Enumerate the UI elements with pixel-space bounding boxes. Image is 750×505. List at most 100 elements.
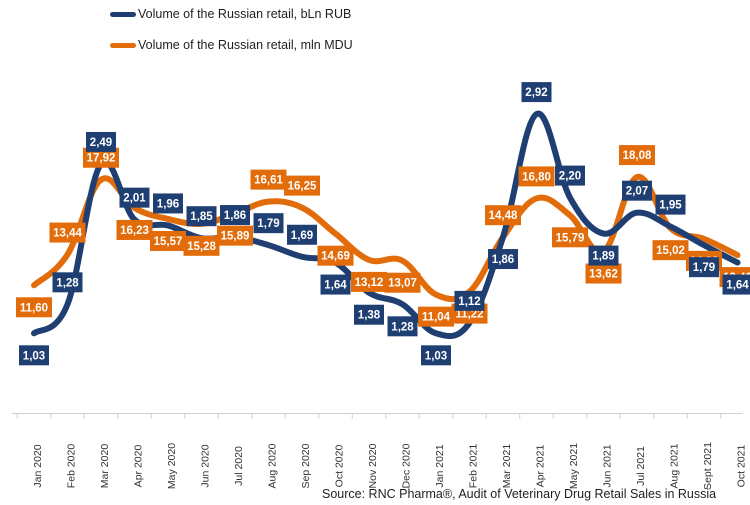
data-label-mdu: 15,89	[217, 225, 253, 246]
data-label-text: 13,12	[355, 277, 384, 289]
x-tick-label: Jul 2020	[233, 446, 245, 486]
data-label-text: 1,03	[425, 350, 447, 362]
data-label-rub: 2,07	[622, 180, 652, 201]
data-label-text: 11,22	[455, 309, 483, 321]
x-tick-label: May 2021	[568, 443, 580, 489]
data-label-mdu: 18,08	[619, 145, 655, 166]
data-label-rub: 1,86	[220, 205, 250, 226]
data-label-rub: 1,85	[186, 206, 217, 227]
data-label-text: 1,28	[391, 321, 414, 333]
data-label-text: 1,64	[324, 280, 347, 292]
x-tick-label: Feb 2020	[65, 444, 77, 489]
data-label-text: 1,28	[56, 277, 79, 289]
data-label-mdu: 13,07	[384, 272, 421, 293]
x-tick-label: Jan 2021	[434, 444, 446, 487]
data-label-rub: 1,28	[52, 272, 83, 293]
data-label-box	[585, 263, 622, 284]
legend-label-mdu: Volume of the Russian retail, mln MDU	[138, 38, 353, 52]
data-label-mdu: 15,28	[183, 235, 220, 256]
data-label-mdu: 11,60	[16, 297, 52, 318]
x-tick-label: Apr 2020	[132, 445, 144, 488]
data-label-rub: 1,28	[387, 316, 418, 337]
data-label-text: 11,60	[20, 302, 48, 314]
data-label-text: 17,92	[87, 153, 116, 165]
data-label-text: 16,80	[522, 171, 551, 183]
legend-swatch-rub	[110, 11, 136, 17]
data-label-mdu: 15,57	[150, 230, 186, 251]
data-label-box	[552, 227, 588, 248]
legend-label-rub: Volume of the Russian retail, bLn RUB	[138, 7, 352, 21]
data-label-box	[186, 206, 217, 227]
data-label-rub: 1,86	[488, 249, 518, 270]
x-tick-label: Mar 2020	[99, 444, 111, 489]
x-tick-label: Sept 2021	[702, 442, 714, 490]
x-tick-label: May 2020	[166, 443, 178, 489]
data-label-box	[351, 271, 387, 292]
data-label-text: 1,03	[23, 350, 45, 362]
data-label-text: 15,57	[154, 236, 183, 248]
x-tick-label: Apr 2021	[534, 445, 546, 488]
data-label-box	[52, 272, 83, 293]
data-label-rub: 2,49	[86, 131, 116, 152]
data-label-text: 14,48	[489, 210, 518, 222]
data-label-box	[183, 235, 220, 256]
data-label-mdu: 13,62	[585, 263, 622, 284]
x-tick-label: Oct 2020	[333, 445, 345, 488]
x-tick-label: Jun 2021	[601, 444, 613, 487]
data-label-mdu: 16,80	[518, 166, 555, 187]
data-label-box	[387, 316, 418, 337]
data-label-mdu: 16,23	[116, 219, 153, 240]
data-label-text: 15,89	[221, 231, 250, 243]
data-label-box	[354, 304, 384, 325]
data-label-text: 15,28	[187, 241, 216, 253]
data-label-text: 13,44	[53, 228, 82, 240]
data-label-text: 2,92	[525, 87, 547, 99]
data-label-text: 1,69	[291, 230, 313, 242]
x-tick-label: Jun 2020	[199, 444, 211, 487]
data-label-rub: 1,03	[19, 345, 49, 366]
data-label-text: 1,96	[157, 198, 179, 210]
data-label-text: 2,01	[123, 193, 146, 205]
data-label-text: 1,12	[458, 296, 480, 308]
data-label-box	[485, 205, 521, 226]
data-label-box	[19, 345, 49, 366]
data-label-rub: 1,64	[722, 274, 750, 295]
x-tick-label: Aug 2020	[266, 443, 278, 488]
x-tick-label: Mar 2021	[501, 444, 513, 489]
data-label-rub: 1,38	[354, 304, 384, 325]
data-label-mdu: 16,61	[250, 169, 287, 190]
data-label-box	[16, 297, 52, 318]
data-label-text: 16,25	[288, 181, 317, 193]
data-label-mdu: 14,48	[485, 205, 521, 226]
data-label-text: 1,79	[693, 262, 715, 274]
x-tick-label: Jul 2021	[635, 446, 647, 486]
data-label-text: 16,61	[254, 175, 283, 187]
x-tick-label: Jan 2020	[32, 444, 44, 487]
data-label-rub: 1,79	[689, 257, 719, 278]
data-label-text: 2,07	[626, 186, 648, 198]
data-label-text: 2,20	[559, 171, 581, 183]
data-label-box	[655, 194, 686, 215]
data-label-text: 1,38	[358, 310, 381, 322]
data-label-box	[86, 131, 116, 152]
data-label-box	[320, 274, 351, 295]
legend-swatch-mdu	[110, 42, 136, 48]
series-line-rub	[31, 110, 741, 340]
data-label-text: 1,85	[190, 211, 213, 223]
data-label-box	[253, 213, 284, 234]
data-label-box	[418, 306, 454, 327]
data-label-rub: 1,12	[454, 290, 485, 311]
data-label-box	[689, 257, 719, 278]
data-label-box	[83, 147, 119, 168]
data-label-text: 1,95	[659, 200, 682, 212]
data-label-text: 15,02	[656, 245, 685, 257]
data-label-box	[555, 165, 585, 186]
data-label-mdu: 11,04	[418, 306, 454, 327]
source-note: Source: RNC Pharma®, Audit of Veterinary…	[322, 487, 717, 501]
data-label-box	[454, 290, 485, 311]
data-label-rub: 2,01	[119, 187, 150, 208]
data-label-box	[250, 169, 287, 190]
data-label-text: 1,86	[492, 254, 514, 266]
data-label-mdu: 13,12	[351, 271, 387, 292]
